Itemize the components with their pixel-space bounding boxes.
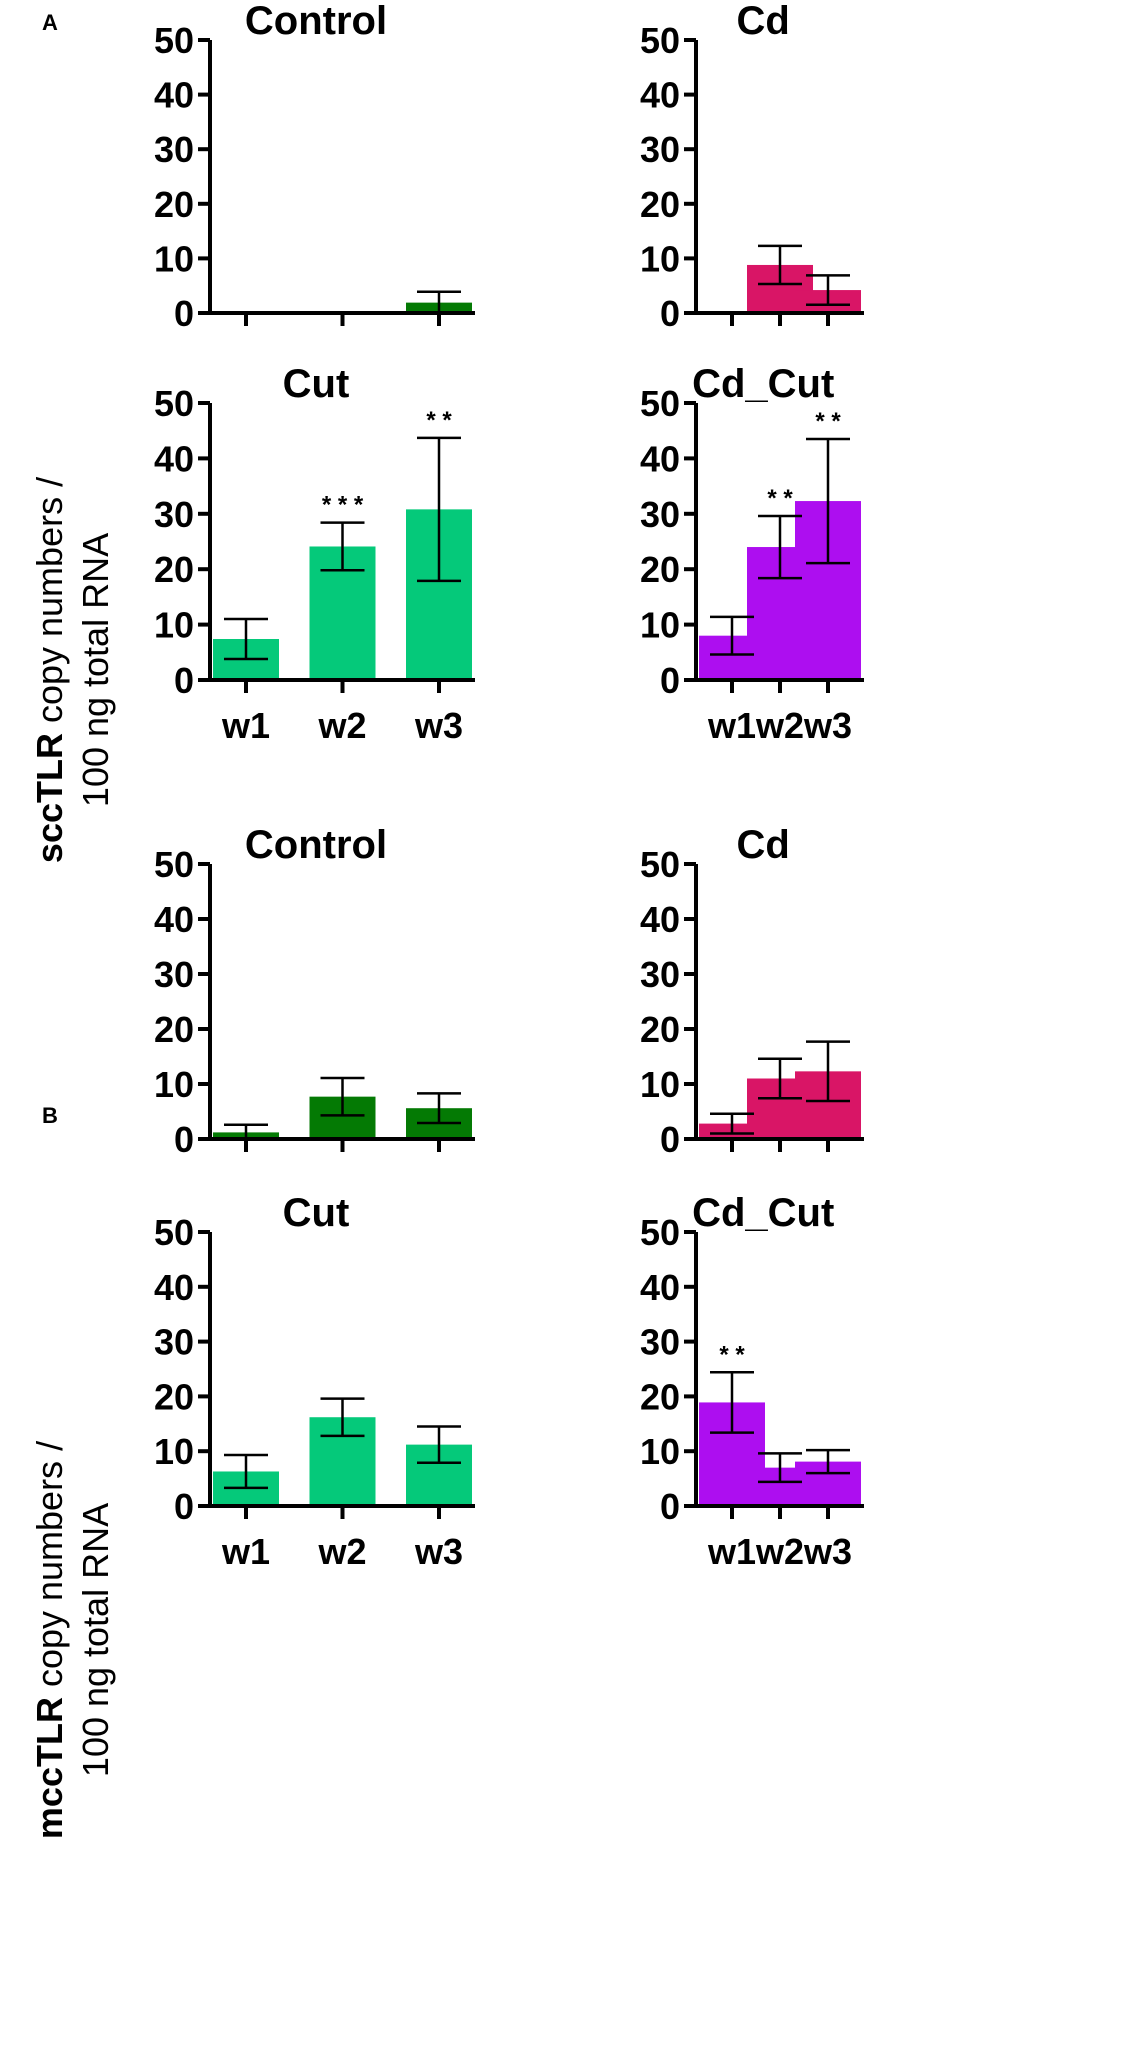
- y-tick-label: 50: [640, 383, 680, 424]
- y-tick-label: 50: [154, 20, 194, 61]
- y-tick-label: 0: [660, 1119, 680, 1160]
- panel-label-b: B: [42, 1103, 58, 1128]
- y-tick-label: 40: [154, 75, 194, 116]
- y-tick-label: 30: [154, 954, 194, 995]
- x-tick-label-w3: w3: [803, 1531, 852, 1572]
- y-tick-label: 0: [174, 660, 194, 701]
- chart-title: Cd: [737, 823, 790, 867]
- x-tick-label-w1: w1: [707, 1531, 756, 1572]
- chart-title: Cd_Cut: [692, 362, 834, 406]
- ylabel-a-line2: 100 ng total RNA: [75, 533, 116, 807]
- chart-title: Cd_Cut: [692, 1191, 834, 1235]
- y-tick-label: 10: [640, 605, 680, 646]
- significance-label: * * *: [322, 492, 364, 519]
- ylabel-b-rest: copy numbers /: [29, 1441, 70, 1697]
- significance-label: * *: [767, 485, 793, 512]
- chart-a-control: Control 0 10 20 30 40 50: [154, 0, 475, 334]
- ylabel-b-bold: mccTLR: [29, 1697, 70, 1839]
- y-tick-label: 0: [660, 1486, 680, 1527]
- y-tick-label: 0: [660, 660, 680, 701]
- y-tick-label: 50: [154, 383, 194, 424]
- y-tick-label: 30: [640, 129, 680, 170]
- y-tick-label: 20: [154, 184, 194, 225]
- y-tick-label: 40: [154, 899, 194, 940]
- ylabel-b-line1: mccTLR copy numbers /: [29, 1441, 70, 1839]
- ylabel-b-line2: 100 ng total RNA: [75, 1503, 116, 1777]
- charts-layer: Control 0 10 20 30 40 50 Cd 0 10 20 30 40 50 Cut 0 10 20 3…: [154, 0, 864, 1572]
- x-tick-label-w2: w2: [755, 1531, 804, 1572]
- y-tick-label: 50: [640, 20, 680, 61]
- chart-title: Cut: [283, 362, 350, 406]
- x-tick-label-w3: w3: [414, 1531, 463, 1572]
- ylabel-a: sccTLR copy numbers / 100 ng total RNA: [29, 477, 116, 863]
- significance-label: * *: [426, 407, 452, 434]
- y-tick-label: 20: [640, 1376, 680, 1417]
- y-tick-label: 40: [640, 75, 680, 116]
- chart-a-cut: Cut 0 10 20 30 40 50 w1 w2 w3 * * * * *: [154, 362, 475, 746]
- y-tick-label: 20: [640, 1009, 680, 1050]
- x-tick-label-w2: w2: [755, 705, 804, 746]
- chart-b-cd: Cd 0 10 20 30 40 50: [640, 823, 864, 1160]
- y-tick-label: 30: [154, 494, 194, 535]
- y-tick-label: 10: [640, 1431, 680, 1472]
- x-tick-label-w3: w3: [414, 705, 463, 746]
- chart-title: Cd: [737, 0, 790, 43]
- ylabel-a-bold: sccTLR: [29, 733, 70, 863]
- x-tick-label-w1: w1: [707, 705, 756, 746]
- y-tick-label: 50: [154, 844, 194, 885]
- ylabel-a-line1: sccTLR copy numbers /: [29, 477, 70, 863]
- significance-label: * *: [815, 408, 841, 435]
- y-tick-label: 30: [640, 494, 680, 535]
- x-tick-label-w3: w3: [803, 705, 852, 746]
- chart-b-cut: Cut 0 10 20 30 40 50 w1 w2 w3: [154, 1191, 475, 1572]
- y-tick-label: 10: [154, 605, 194, 646]
- x-tick-label-w2: w2: [317, 1531, 366, 1572]
- y-tick-label: 10: [154, 1064, 194, 1105]
- y-tick-label: 20: [154, 1009, 194, 1050]
- y-tick-label: 10: [640, 1064, 680, 1105]
- y-tick-label: 40: [640, 899, 680, 940]
- chart-title: Control: [245, 823, 387, 867]
- y-tick-label: 0: [174, 1486, 194, 1527]
- chart-b-control: Control 0 10 20 30 40 50: [154, 823, 475, 1160]
- panel-label-a: A: [42, 10, 58, 35]
- y-tick-label: 30: [154, 129, 194, 170]
- significance-label: * *: [719, 1341, 745, 1368]
- y-tick-label: 40: [640, 1267, 680, 1308]
- chart-a-cd-cut: Cd_Cut 0 10 20 30 40 50 w1 w2 w3 * * * *: [640, 362, 864, 746]
- x-tick-label-w2: w2: [317, 705, 366, 746]
- y-tick-label: 20: [154, 1376, 194, 1417]
- chart-title: Control: [245, 0, 387, 43]
- y-tick-label: 50: [154, 1212, 194, 1253]
- y-tick-label: 50: [640, 844, 680, 885]
- y-tick-label: 10: [154, 1431, 194, 1472]
- y-tick-label: 10: [640, 238, 680, 279]
- y-tick-label: 0: [174, 1119, 194, 1160]
- y-tick-label: 40: [154, 1267, 194, 1308]
- y-tick-label: 50: [640, 1212, 680, 1253]
- y-tick-label: 30: [154, 1322, 194, 1363]
- chart-b-cd-cut: Cd_Cut 0 10 20 30 40 50 w1 w2 w3 * *: [640, 1191, 864, 1572]
- y-tick-label: 20: [640, 549, 680, 590]
- ylabel-a-rest: copy numbers /: [29, 477, 70, 733]
- y-tick-label: 20: [154, 549, 194, 590]
- x-tick-label-w1: w1: [221, 705, 270, 746]
- y-tick-label: 40: [154, 438, 194, 479]
- y-tick-label: 30: [640, 954, 680, 995]
- x-tick-label-w1: w1: [221, 1531, 270, 1572]
- y-tick-label: 30: [640, 1322, 680, 1363]
- y-tick-label: 20: [640, 184, 680, 225]
- chart-title: Cut: [283, 1191, 350, 1235]
- ylabel-b: mccTLR copy numbers / 100 ng total RNA: [29, 1441, 116, 1839]
- y-tick-label: 40: [640, 438, 680, 479]
- y-tick-label: 0: [174, 293, 194, 334]
- y-tick-label: 10: [154, 238, 194, 279]
- chart-a-cd: Cd 0 10 20 30 40 50: [640, 0, 864, 334]
- y-tick-label: 0: [660, 293, 680, 334]
